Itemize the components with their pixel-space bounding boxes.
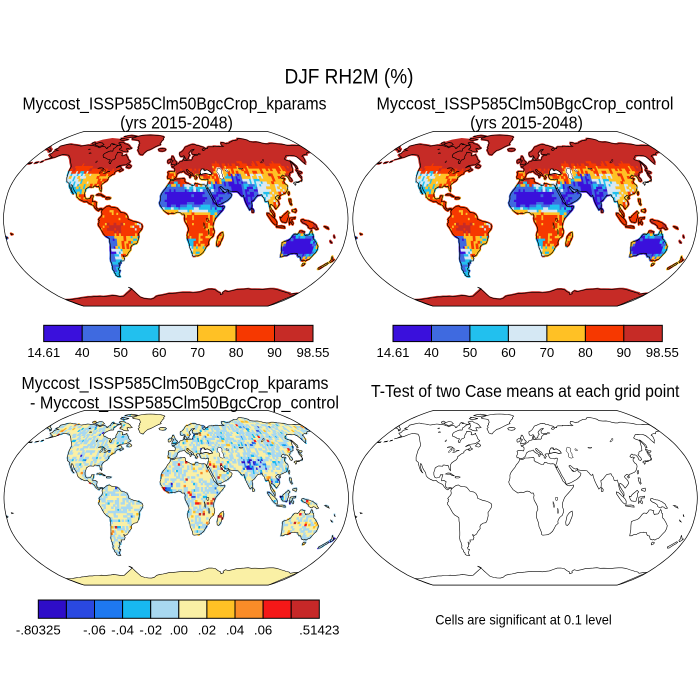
svg-text:DJF RH2M (%): DJF RH2M (%) xyxy=(285,66,414,89)
svg-text:Cells are significant at 0.1 l: Cells are significant at 0.1 level xyxy=(435,611,611,627)
svg-text:(yrs 2015-2048): (yrs 2015-2048) xyxy=(470,113,583,133)
svg-text:-.80325: -.80325 xyxy=(16,622,61,637)
svg-text:(yrs 2015-2048): (yrs 2015-2048) xyxy=(120,113,233,133)
svg-text:.00: .00 xyxy=(170,622,188,637)
svg-text:-.02: -.02 xyxy=(139,622,162,637)
svg-text:-.04: -.04 xyxy=(111,622,134,637)
svg-text:.02: .02 xyxy=(198,622,216,637)
svg-text:90: 90 xyxy=(616,345,631,360)
svg-text:Myccost_ISSP585Clm50BgcCrop_kp: Myccost_ISSP585Clm50BgcCrop_kparams xyxy=(23,94,327,114)
svg-text:70: 70 xyxy=(190,345,205,360)
svg-text:- Myccost_ISSP585Clm50BgcCrop_: - Myccost_ISSP585Clm50BgcCrop_control xyxy=(30,393,339,413)
svg-text:80: 80 xyxy=(578,345,593,360)
svg-text:.06: .06 xyxy=(254,622,272,637)
svg-text:T-Test of two Case means at ea: T-Test of two Case means at each grid po… xyxy=(371,381,680,401)
svg-text:Myccost_ISSP585Clm50BgcCrop_co: Myccost_ISSP585Clm50BgcCrop_control xyxy=(377,94,674,114)
svg-text:40: 40 xyxy=(424,345,439,360)
svg-text:14.61: 14.61 xyxy=(376,345,409,360)
svg-text:40: 40 xyxy=(75,345,90,360)
svg-text:90: 90 xyxy=(267,345,282,360)
svg-text:98.55: 98.55 xyxy=(646,345,679,360)
svg-text:50: 50 xyxy=(113,345,128,360)
svg-text:70: 70 xyxy=(540,345,555,360)
svg-text:80: 80 xyxy=(229,345,244,360)
svg-text:60: 60 xyxy=(501,345,516,360)
svg-text:.51423: .51423 xyxy=(299,622,339,637)
svg-text:Myccost_ISSP585Clm50BgcCrop_kp: Myccost_ISSP585Clm50BgcCrop_kparams xyxy=(22,373,329,393)
svg-text:.04: .04 xyxy=(226,622,244,637)
svg-text:60: 60 xyxy=(152,345,167,360)
svg-text:-.06: -.06 xyxy=(83,622,106,637)
svg-text:50: 50 xyxy=(463,345,478,360)
svg-text:14.61: 14.61 xyxy=(27,345,60,360)
svg-text:98.55: 98.55 xyxy=(296,345,329,360)
